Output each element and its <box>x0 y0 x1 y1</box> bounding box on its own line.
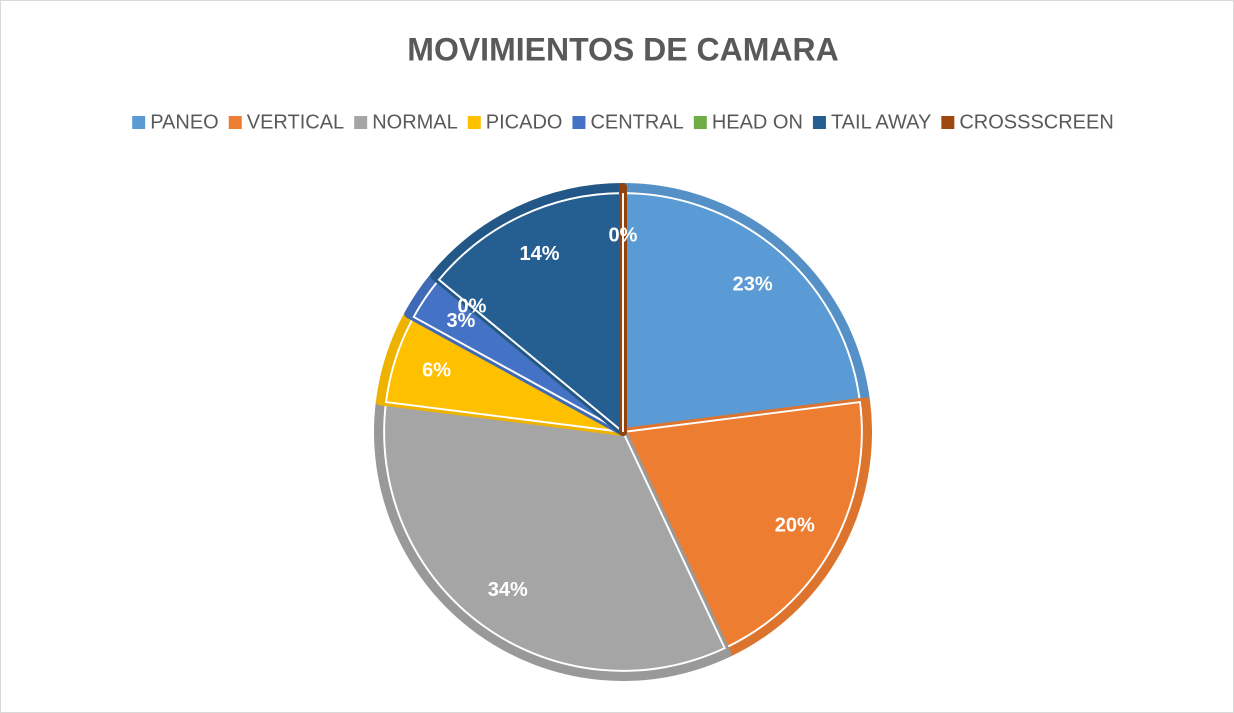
data-label: 20% <box>775 515 815 537</box>
pie-slice-inner <box>621 400 863 650</box>
legend: PANEO VERTICAL NORMAL PICADO CENTRAL HEAD ON T… <box>132 111 1114 133</box>
data-label: 23% <box>733 273 773 295</box>
legend-label: VERTICAL <box>247 111 344 133</box>
legend-label: NORMAL <box>372 111 458 133</box>
legend-swatch <box>941 116 955 129</box>
data-label: 14% <box>520 243 560 265</box>
data-label: 3% <box>446 310 475 332</box>
legend-swatch <box>132 116 146 129</box>
legend-swatch <box>467 116 481 129</box>
slices <box>374 183 872 681</box>
legend-swatch <box>572 116 586 129</box>
data-label: 0% <box>458 295 487 317</box>
data-label: 34% <box>488 579 528 601</box>
legend-label: TAIL AWAY <box>831 111 931 133</box>
chart-title: MOVIMIENTOS DE CAMARA <box>407 31 838 67</box>
legend-swatch <box>228 116 242 129</box>
pie-slice-inner <box>622 192 862 434</box>
legend-label: CENTRAL <box>590 111 683 133</box>
data-label: 6% <box>422 360 451 382</box>
pie-slice-inner <box>383 400 727 672</box>
legend-swatch <box>812 116 826 129</box>
legend-label: PANEO <box>150 111 219 133</box>
data-label: 0% <box>609 224 638 246</box>
legend-label: PICADO <box>486 111 563 133</box>
legend-label: HEAD ON <box>712 111 803 133</box>
pie-slice-inner <box>437 192 624 435</box>
legend-swatch <box>693 116 707 129</box>
legend-label: CROSSSCREEN <box>959 111 1113 133</box>
legend-swatch <box>354 116 368 129</box>
